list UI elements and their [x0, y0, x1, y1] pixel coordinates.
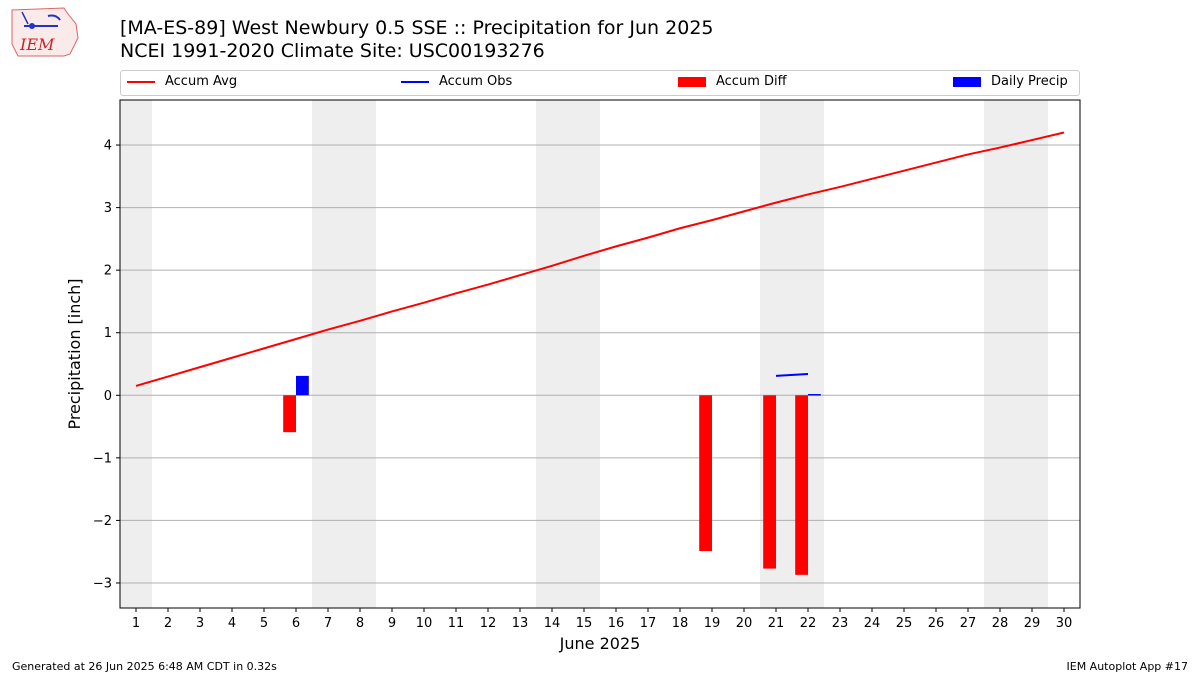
y-axis-label: Precipitation [inch]: [65, 278, 84, 429]
x-tick-label: 30: [1056, 616, 1073, 631]
accum-diff-bar: [283, 395, 296, 433]
accum-diff-bar: [795, 395, 808, 575]
x-tick-label: 21: [768, 616, 785, 631]
x-tick-label: 27: [960, 616, 977, 631]
svg-text:IEM: IEM: [19, 35, 55, 54]
legend-item-daily-precip: Daily Precip: [953, 74, 1068, 89]
x-tick-label: 16: [608, 616, 625, 631]
x-tick-label: 6: [292, 616, 300, 631]
x-tick-label: 20: [736, 616, 753, 631]
x-tick-label: 14: [544, 616, 561, 631]
x-tick-label: 24: [864, 616, 881, 631]
y-tick-label: 3: [104, 201, 112, 216]
legend-item-accum-obs: Accum Obs: [401, 74, 512, 89]
x-tick-label: 9: [388, 616, 396, 631]
x-tick-label: 22: [800, 616, 817, 631]
x-tick-label: 10: [416, 616, 433, 631]
x-tick-label: 5: [260, 616, 268, 631]
chart-subtitle: NCEI 1991-2020 Climate Site: USC00193276: [120, 40, 545, 62]
x-tick-label: 8: [356, 616, 364, 631]
footer-generated-note: Generated at 26 Jun 2025 6:48 AM CDT in …: [12, 660, 277, 673]
x-tick-label: 11: [448, 616, 465, 631]
x-tick-label: 7: [324, 616, 332, 631]
legend-swatch-patch: [678, 76, 706, 87]
y-tick-label: −1: [93, 451, 112, 466]
x-tick-label: 17: [640, 616, 657, 631]
x-tick-label: 25: [896, 616, 913, 631]
x-tick-label: 28: [992, 616, 1009, 631]
x-tick-label: 19: [704, 616, 721, 631]
accum-diff-bar: [763, 395, 776, 569]
x-tick-label: 29: [1024, 616, 1041, 631]
y-tick-label: 2: [104, 264, 112, 279]
y-tick-label: 4: [104, 139, 112, 154]
plot-frame: [119, 99, 1081, 609]
x-tick-label: 15: [576, 616, 593, 631]
weekend-band: [536, 100, 600, 608]
x-tick-label: 4: [228, 616, 236, 631]
chart-legend: Accum Avg Accum Obs Accum Diff Daily Pre…: [120, 70, 1080, 96]
accum-avg-line: [135, 131, 1065, 387]
legend-label: Accum Diff: [716, 74, 787, 89]
accum-diff-bar: [699, 395, 712, 552]
legend-label: Accum Avg: [165, 74, 238, 89]
weekend-band: [312, 100, 376, 608]
legend-item-accum-diff: Accum Diff: [678, 74, 787, 89]
legend-swatch-line: [401, 80, 429, 83]
y-tick-label: 1: [104, 326, 112, 341]
x-tick-label: 23: [832, 616, 849, 631]
x-tick-label: 2: [164, 616, 172, 631]
x-tick-label: 1: [132, 616, 140, 631]
legend-item-accum-avg: Accum Avg: [127, 74, 237, 89]
weekend-band: [120, 100, 152, 608]
y-tick-label: −3: [93, 576, 112, 591]
legend-label: Accum Obs: [439, 74, 513, 89]
x-tick-label: 18: [672, 616, 689, 631]
weekend-band: [984, 100, 1048, 608]
legend-swatch-line: [127, 80, 155, 83]
x-tick-label: 3: [196, 616, 204, 631]
x-tick-label: 13: [512, 616, 529, 631]
y-tick-label: −2: [93, 514, 112, 529]
x-tick-label: 12: [480, 616, 497, 631]
x-tick-label: 26: [928, 616, 945, 631]
daily-precip-bar: [296, 375, 309, 396]
chart-title: [MA-ES-89] West Newbury 0.5 SSE :: Preci…: [120, 17, 714, 39]
legend-label: Daily Precip: [991, 74, 1068, 89]
daily-precip-bar: [808, 394, 821, 396]
legend-swatch-patch: [953, 76, 981, 87]
y-tick-label: 0: [104, 389, 112, 404]
accum-obs-line: [775, 373, 809, 377]
iem-logo: IEM: [8, 6, 80, 58]
x-axis-label: June 2025: [559, 634, 641, 653]
footer-app-label: IEM Autoplot App #17: [1066, 660, 1189, 673]
